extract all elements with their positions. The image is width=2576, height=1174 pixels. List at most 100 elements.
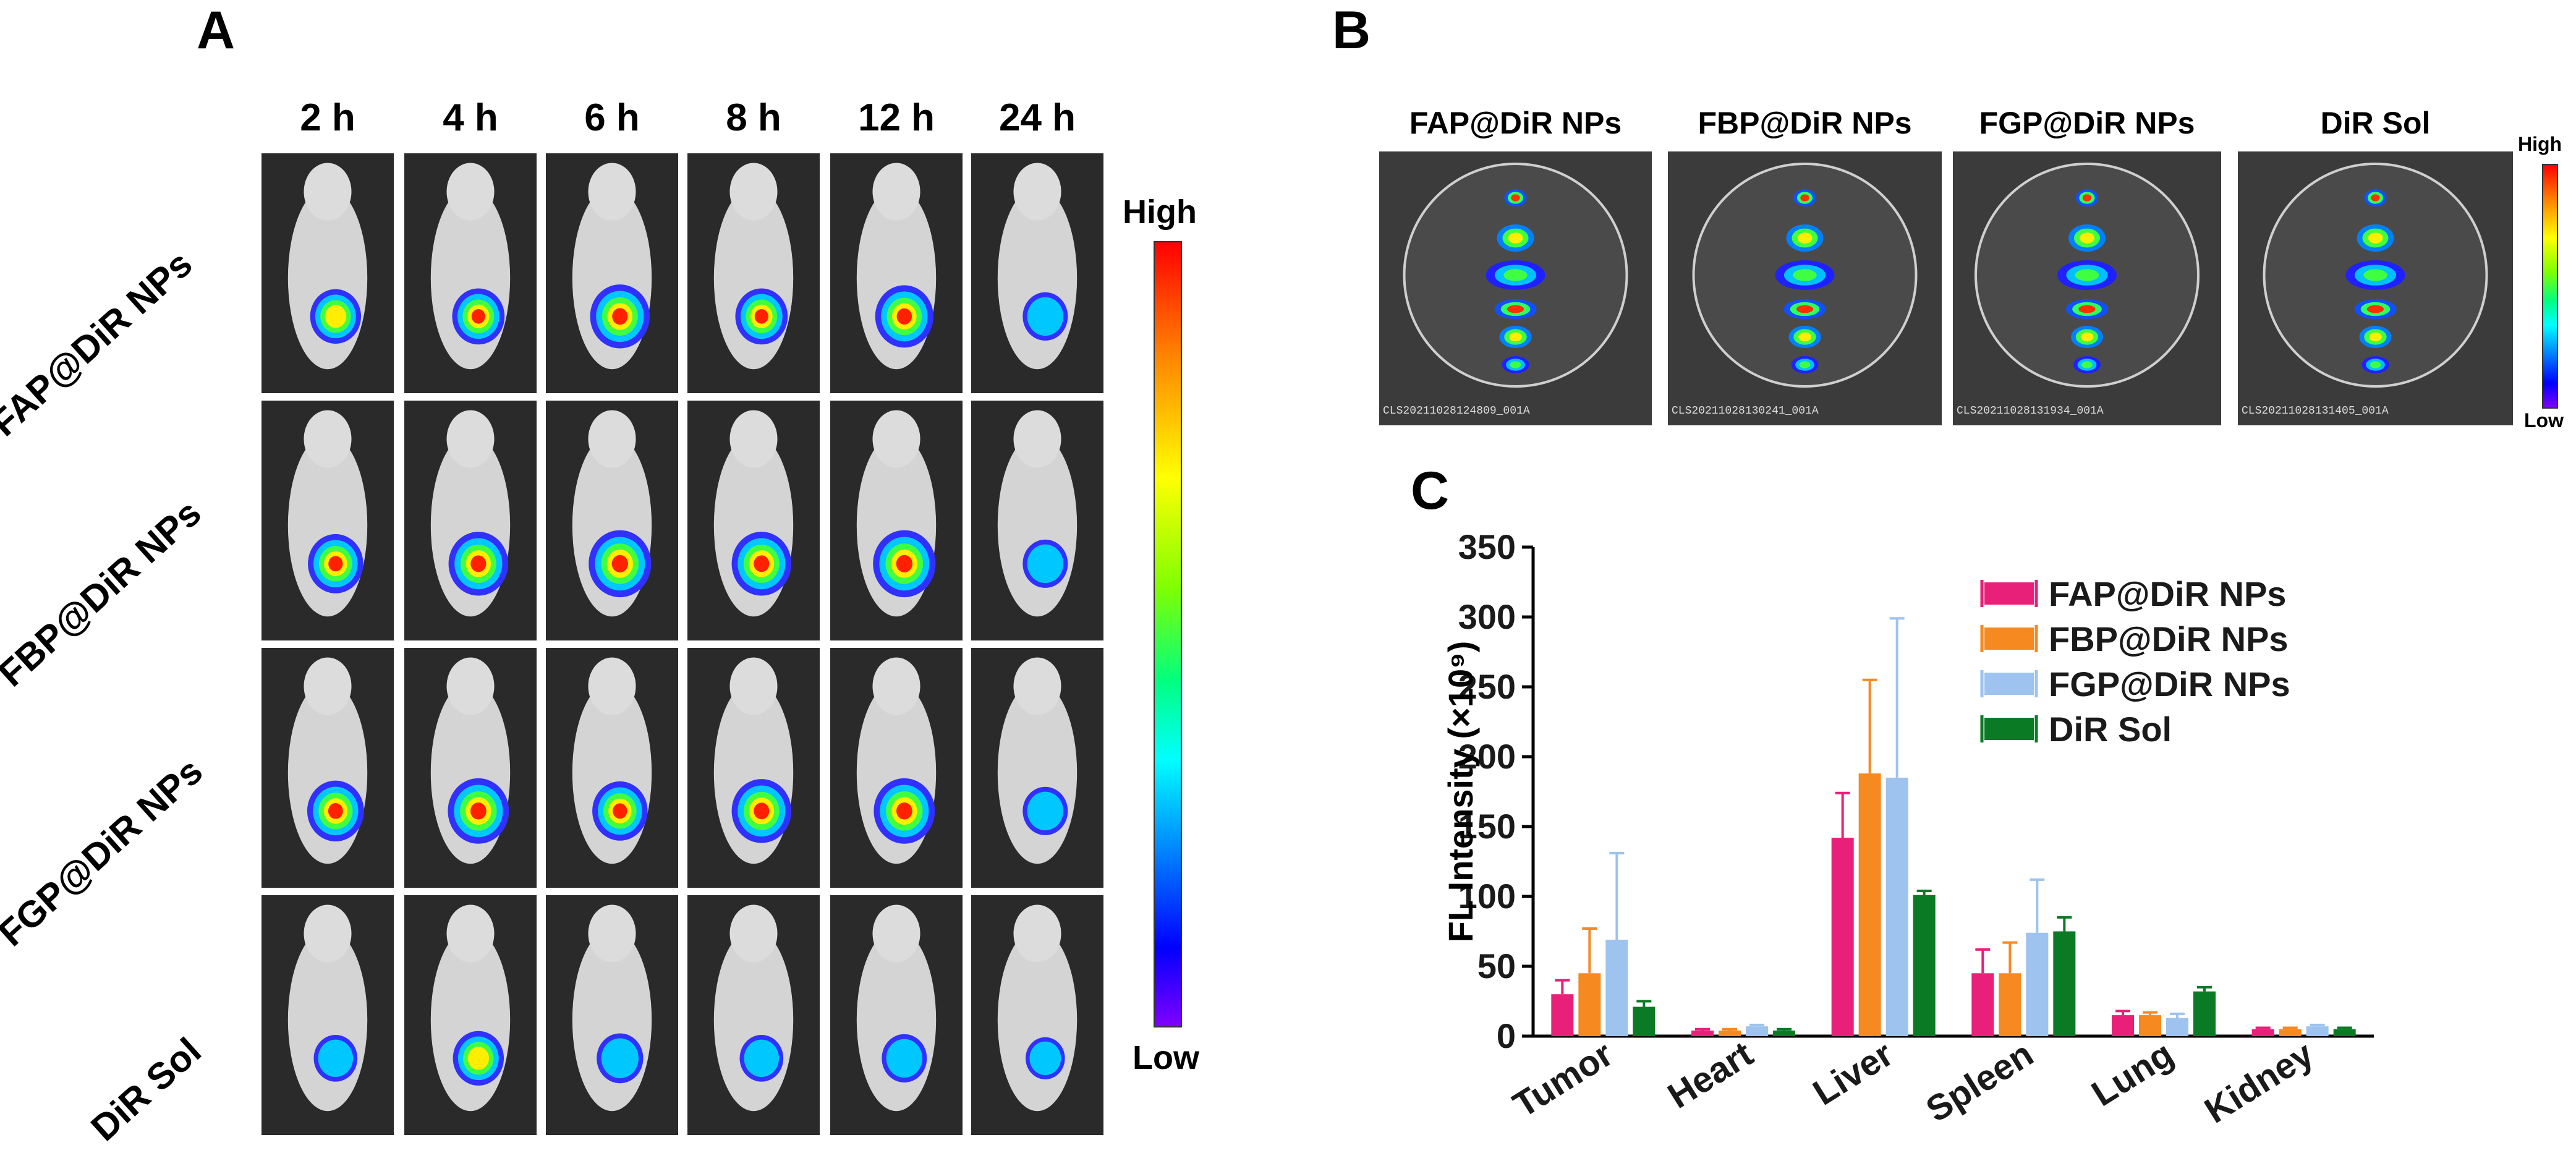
group-label-0: FAP@DiR NPs [0, 242, 200, 445]
mouse-image [687, 153, 820, 393]
bar [1633, 1006, 1656, 1036]
bar [2026, 932, 2049, 1036]
mouse-image [546, 401, 678, 640]
bar [1831, 838, 1854, 1036]
bar [1913, 895, 1936, 1036]
organ-image: CLS20211028130241_001A [1668, 151, 1942, 425]
bar [2193, 991, 2216, 1036]
legend-swatch [1984, 673, 2034, 695]
y-tick-label: 350 [1458, 527, 1516, 566]
x-tick-label: Lung [2085, 1034, 2180, 1114]
scale-a-low: Low [1133, 1039, 1199, 1076]
y-tick-label: 150 [1458, 807, 1516, 846]
mouse-image [261, 153, 394, 393]
bar [2251, 1029, 2274, 1036]
image-code: CLS20211028131405_001A [2242, 405, 2389, 417]
legend-swatch [1984, 582, 2034, 605]
scale-a-high: High [1123, 194, 1197, 231]
mouse-image [404, 648, 537, 888]
bar [1971, 973, 1994, 1036]
legend-label: FAP@DiR NPs [2049, 574, 2286, 613]
legend-swatch [1984, 718, 2034, 740]
mouse-image [971, 895, 1103, 1135]
image-code: CLS20211028131934_001A [1957, 405, 2104, 417]
bar [1691, 1030, 1714, 1036]
bar [1885, 777, 1908, 1036]
scale-b-colorbar [2542, 164, 2558, 409]
y-tick-label: 300 [1458, 597, 1516, 636]
mouse-image [546, 153, 678, 393]
x-tick-label: Heart [1661, 1034, 1760, 1117]
mouse-image [261, 401, 394, 640]
mouse-image [687, 895, 820, 1135]
legend-label: DiR Sol [2049, 710, 2172, 749]
organ-image: CLS20211028124809_001A [1379, 151, 1652, 425]
mouse-image [546, 648, 678, 888]
panel-a-letter: A [197, 1, 236, 60]
bar [2279, 1029, 2302, 1036]
y-tick-label: 200 [1458, 737, 1516, 776]
legend-swatch [1984, 627, 2034, 650]
image-code: CLS20211028130241_001A [1672, 405, 1819, 417]
mouse-image [687, 401, 820, 640]
mouse-image [971, 401, 1103, 640]
group-label-1: FBP@DiR NPs [0, 491, 209, 695]
time-label-8h: 8 h [726, 96, 781, 139]
group-label-2: FGP@DiR NPs [0, 750, 211, 955]
scale-b-high: High [2518, 133, 2562, 155]
bar [2053, 931, 2076, 1036]
x-tick-label: Tumor [1506, 1034, 1620, 1125]
organ-image: CLS20211028131405_001A [2238, 151, 2513, 425]
y-tick-label: 250 [1458, 667, 1516, 706]
panel-c-letter: C [1411, 461, 1450, 521]
y-tick-label: 0 [1497, 1016, 1516, 1055]
bar [1773, 1030, 1795, 1036]
organ-title-1: FBP@DiR NPs [1698, 106, 1912, 140]
x-tick-label: Liver [1806, 1034, 1900, 1113]
bar [1551, 994, 1574, 1036]
image-code: CLS20211028124809_001A [1383, 405, 1530, 417]
bar [1719, 1030, 1741, 1036]
mouse-image [546, 895, 678, 1135]
mouse-image [261, 648, 394, 888]
time-label-2h: 2 h [300, 96, 355, 139]
y-tick-label: 100 [1458, 877, 1516, 916]
mouse-image [404, 895, 537, 1135]
legend-label: FGP@DiR NPs [2049, 665, 2290, 704]
mouse-image [971, 153, 1103, 393]
mouse-image [261, 895, 394, 1135]
time-label-4h: 4 h [443, 96, 498, 139]
mouse-image [830, 895, 963, 1135]
bar [2166, 1018, 2188, 1036]
bar [2112, 1015, 2134, 1036]
bar [1858, 773, 1881, 1036]
bar [2139, 1015, 2161, 1036]
mouse-image [404, 401, 537, 640]
bar [1578, 973, 1601, 1036]
mouse-image [404, 153, 537, 393]
mouse-image [830, 153, 963, 393]
group-label-3: DiR Sol [83, 1029, 209, 1149]
mouse-image [830, 648, 963, 888]
bar [1605, 940, 1628, 1036]
x-tick-label: Kidney [2198, 1034, 2320, 1131]
bar [1746, 1026, 1768, 1036]
time-label-6h: 6 h [584, 96, 640, 139]
organ-image: CLS20211028131934_001A [1953, 151, 2221, 425]
mouse-image [971, 648, 1103, 888]
panel-b-letter: B [1332, 1, 1371, 60]
organ-title-2: FGP@DiR NPs [1979, 106, 2195, 140]
scale-a-colorbar [1154, 241, 1182, 1027]
mouse-image [830, 401, 963, 640]
bar [2333, 1029, 2356, 1036]
scale-b-low: Low [2524, 409, 2564, 432]
organ-title-0: FAP@DiR NPs [1409, 106, 1622, 140]
bar [1999, 973, 2021, 1036]
time-label-24h: 24 h [998, 96, 1076, 139]
panel-c-bar-chart: 0 50 100 150 200 250 300 350 FL Intensity (×10⁹)… [1441, 527, 2374, 1131]
mouse-image [687, 648, 820, 888]
legend-label: FBP@DiR NPs [2049, 619, 2289, 658]
time-label-12h: 12 h [857, 96, 935, 139]
y-tick-label: 50 [1477, 946, 1516, 985]
x-tick-label: Spleen [1919, 1034, 2041, 1130]
